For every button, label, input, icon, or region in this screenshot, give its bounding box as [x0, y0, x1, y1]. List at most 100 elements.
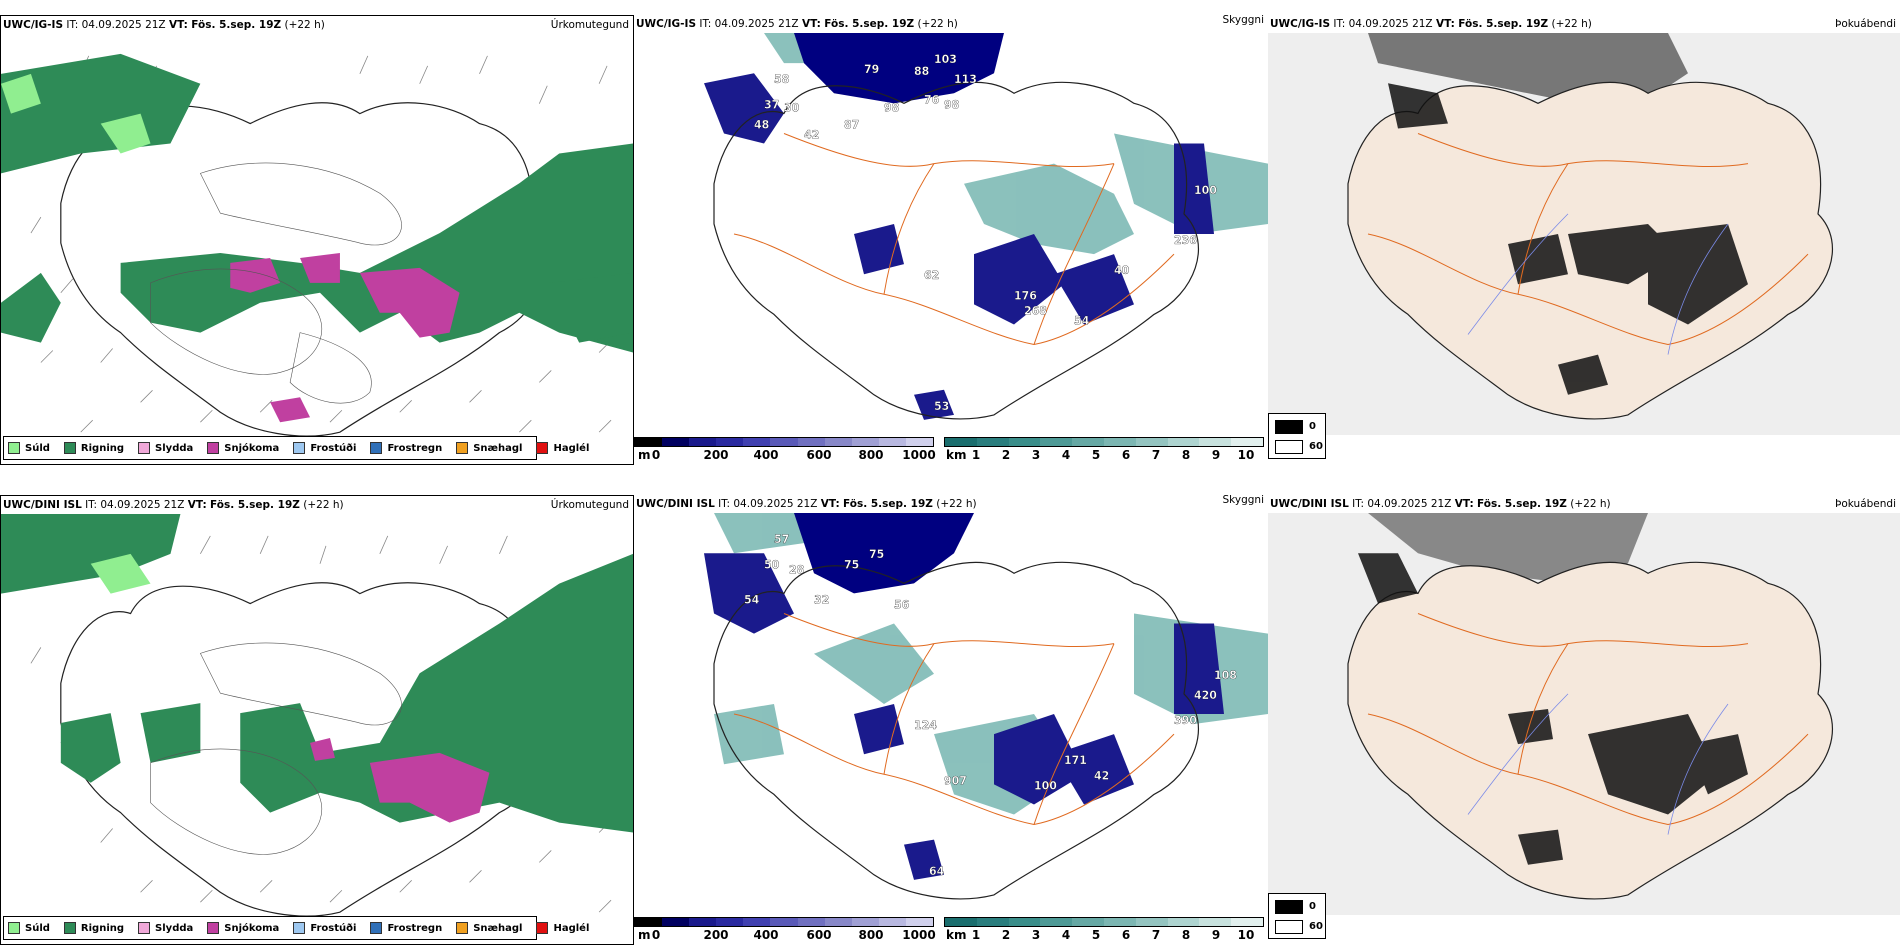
ceiling-label: 103	[934, 53, 957, 66]
ceiling-label: 87	[844, 118, 859, 131]
it-label: IT:	[699, 18, 712, 30]
panel-title: Þokuábendi	[1835, 18, 1896, 30]
visibility-tick: 7	[1151, 928, 1161, 942]
model-name: UWC/DINI ISL	[1270, 498, 1349, 510]
it-value: 04.09.2025 21Z	[733, 498, 818, 510]
it-label: IT:	[85, 499, 98, 511]
vt-value: Fös. 5.sep. 19Z	[843, 498, 933, 510]
fog-key-dark	[1275, 900, 1303, 914]
vt-label: VT:	[820, 498, 840, 510]
panel-header: UWC/IG-IS IT: 04.09.2025 21Z VT: Fös. 5.…	[636, 15, 1264, 31]
legend-item: Rigning	[63, 922, 124, 934]
ceiling-label: 50	[764, 558, 780, 571]
rain-areas	[1, 53, 633, 353]
fog-key: 0 60	[1268, 413, 1326, 459]
lead-time: (+22 h)	[303, 499, 344, 511]
fog-key-dark	[1275, 420, 1303, 434]
fog-dark-areas	[1358, 553, 1748, 865]
visibility-tick: 10	[1237, 928, 1255, 942]
vt-label: VT:	[187, 499, 207, 511]
ceiling-scale: m 0 200 400 600 800 1000	[634, 437, 936, 462]
visibility-tick: 6	[1121, 928, 1131, 942]
panel-header: UWC/IG-IS IT: 04.09.2025 21Z VT: Fös. 5.…	[1270, 17, 1896, 31]
ceiling-label: 42	[804, 129, 819, 142]
precip-panel-bottom: UWC/DINI ISL IT: 04.09.2025 21Z VT: Fös.…	[0, 495, 634, 945]
fog-key-light	[1275, 440, 1303, 454]
rain-areas	[1, 514, 633, 833]
ceiling-tick: 0	[651, 448, 661, 462]
legend-item: Slydda	[138, 922, 193, 934]
precip-map	[1, 34, 633, 464]
visibility-tick: 8	[1181, 928, 1191, 942]
visibility-tick: 5	[1091, 448, 1101, 462]
ceiling-tick: 600	[806, 928, 832, 942]
legend-item: Snjókoma	[207, 922, 279, 934]
ceiling-label: 176	[1014, 289, 1037, 302]
ceiling-label: 54	[744, 593, 760, 606]
ceiling-label: 62	[924, 269, 939, 282]
fog-sea-grey	[1368, 513, 1648, 584]
visibility-tick: 9	[1211, 928, 1221, 942]
visibility-tick: 9	[1211, 448, 1221, 462]
panel-title: Skyggni	[1222, 495, 1265, 506]
lead-time: (+22 h)	[1551, 18, 1592, 30]
legend-item: Frostúði	[293, 442, 356, 454]
visibility-panel-top: UWC/IG-IS IT: 04.09.2025 21Z VT: Fös. 5.…	[634, 15, 1268, 465]
precip-map	[1, 514, 633, 944]
roads	[1367, 133, 1809, 346]
ceiling-label: 390	[1174, 714, 1197, 727]
ceiling-label: 28	[789, 563, 804, 576]
ceiling-label: 79	[864, 63, 879, 76]
panel-title: Úrkomutegund	[550, 499, 629, 511]
ceiling-label: 113	[954, 73, 977, 86]
fog-panel-top: UWC/IG-IS IT: 04.09.2025 21Z VT: Fös. 5.…	[1268, 15, 1900, 465]
it-label: IT:	[1352, 498, 1365, 510]
fog-key-light-label: 60	[1309, 921, 1323, 932]
visibility-map: 58 79 88 103 113 37 30 98 76 98 48 42 87…	[634, 33, 1268, 435]
visibility-tick: 10	[1237, 448, 1255, 462]
ceiling-tick: 0	[651, 928, 661, 942]
ceiling-labels: 57 50 28 75 75 54 32 56 108 420 390 124 …	[744, 533, 1237, 878]
panel-header: UWC/DINI ISL IT: 04.09.2025 21Z VT: Fös.…	[1270, 497, 1896, 511]
drizzle-areas	[1, 73, 151, 154]
ceiling-label: 907	[944, 774, 967, 787]
panel-header: UWC/IG-IS IT: 04.09.2025 21Z VT: Fös. 5.…	[3, 18, 629, 32]
visibility-tick: 4	[1061, 928, 1071, 942]
ceiling-label: 30	[784, 101, 800, 114]
ceiling-tick: 400	[753, 928, 779, 942]
ceiling-label: 56	[894, 598, 910, 611]
legend-item: Súld	[8, 442, 50, 454]
rivers	[1467, 213, 1729, 355]
fog-key-dark-label: 0	[1309, 901, 1316, 912]
ceiling-colorbar	[634, 917, 934, 927]
legend-item: Súld	[8, 922, 50, 934]
roads	[1367, 613, 1809, 826]
fog-key: 0 60	[1268, 893, 1326, 939]
terrain-contours	[150, 642, 402, 855]
fog-map	[1268, 33, 1900, 435]
panel-header: UWC/DINI ISL IT: 04.09.2025 21Z VT: Fös.…	[3, 498, 629, 512]
ceiling-dark-area	[794, 513, 974, 594]
it-label: IT:	[66, 19, 79, 31]
ceiling-tick: 400	[753, 448, 779, 462]
it-value: 04.09.2025 21Z	[714, 18, 799, 30]
precip-legend: Súld Rigning Slydda Snjókoma Frostúði Fr…	[3, 436, 589, 460]
vt-value: Fös. 5.sep. 19Z	[191, 19, 282, 31]
ceiling-unit: m	[638, 448, 651, 462]
snow-areas	[310, 737, 490, 823]
ceiling-label: 75	[844, 558, 859, 571]
precip-panel-top: UWC/IG-IS IT: 04.09.2025 21Z VT: Fös. 5.…	[0, 15, 634, 465]
visibility-unit: km	[946, 448, 967, 462]
ceiling-tick: 800	[858, 928, 884, 942]
ceiling-label: 37	[764, 98, 779, 111]
roads	[733, 613, 1175, 826]
visibility-tick: 3	[1031, 448, 1041, 462]
ceiling-label: 88	[914, 65, 929, 78]
fog-key-light	[1275, 920, 1303, 934]
vt-label: VT:	[1435, 18, 1455, 30]
visibility-tick: 1	[971, 448, 981, 462]
vt-value: Fös. 5.sep. 19Z	[824, 18, 915, 30]
ceiling-tick: 200	[703, 928, 729, 942]
ceiling-label: 48	[754, 118, 769, 131]
vt-value: Fös. 5.sep. 19Z	[1477, 498, 1567, 510]
